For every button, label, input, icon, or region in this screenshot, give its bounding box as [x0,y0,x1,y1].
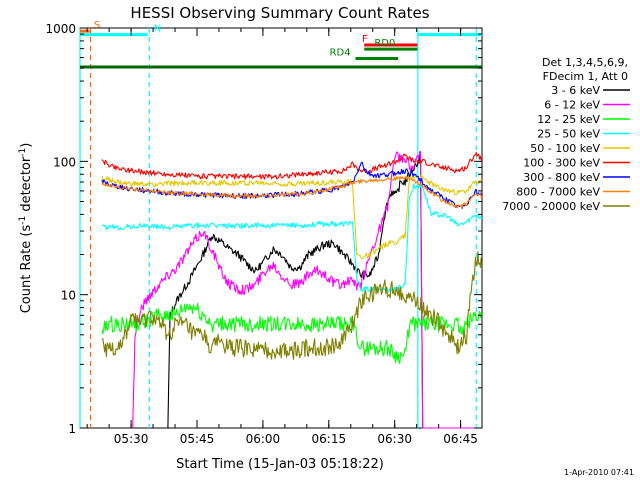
legend-header-line-2: FDecim 1, Att 0 [543,70,628,83]
legend-header-line-1: Det 1,3,4,5,6,9, [542,56,628,69]
x-tick-label-1: 05:45 [180,432,215,446]
legend-label-3: 25 - 50 keV [537,128,600,141]
flag-label-n: N [154,24,161,35]
y-tick-label-1: 10 [61,289,76,303]
y-tick-label-0: 1 [68,422,76,436]
series-line-8 [101,250,483,360]
y-axis-label-sup-1: -1 [18,216,28,225]
state-flags: S N F RD0 RD4 [80,20,482,69]
flag-label-f: F [362,34,368,45]
legend-label-1: 6 - 12 keV [544,99,600,112]
series-line-5 [101,152,483,180]
series-line-3 [101,183,483,293]
legend-label-2: 12 - 25 keV [537,113,600,126]
x-axis-label: Start Time (15-Jan-03 05:18:22) [176,457,384,472]
legend: Det 1,3,4,5,6,9, FDecim 1, Att 0 3 - 6 k… [502,56,630,213]
y-tick-label-3: 1000 [45,22,76,36]
y-axis-label: Count Rate (s-1 detector-1) [18,143,34,314]
legend-label-0: 3 - 6 keV [551,84,600,97]
y-axis-label-part-1: Count Rate (s [19,225,34,314]
series-line-6 [101,161,483,209]
x-tick-label-5: 06:45 [443,432,478,446]
legend-label-6: 300 - 800 keV [523,171,600,184]
series-line-1 [132,150,482,429]
axis-ticks: 05:30 05:45 06:00 06:15 06:30 06:45 1 10 100 1000 [45,22,482,446]
x-tick-label-2: 06:00 [246,432,281,446]
x-tick-label-3: 06:15 [312,432,347,446]
plot-area: S N F RD0 RD4 05:30 05:45 06:00 06:15 06:30 06:45… [45,20,483,446]
y-axis-label-part-3: ) [19,143,34,148]
flag-label-s: S [94,20,100,31]
y-axis-label-sup-2: -1 [18,148,28,157]
chart-title: HESSI Observing Summary Count Rates [130,4,429,22]
y-tick-label-2: 100 [53,155,76,169]
legend-label-7: 800 - 7000 keV [516,186,600,199]
legend-label-5: 100 - 300 keV [523,157,600,170]
footer-timestamp: 1-Apr-2010 07:41 [564,468,634,477]
flag-label-rd0: RD0 [374,38,395,49]
series-line-7 [101,175,483,209]
x-tick-label-4: 06:30 [377,432,412,446]
series-lines [101,150,483,429]
legend-label-4: 50 - 100 keV [530,142,600,155]
y-axis-label-part-2: detector [19,156,34,216]
vertical-markers [79,28,477,428]
legend-label-8: 7000 - 20000 keV [502,200,600,213]
series-line-2 [101,302,483,364]
flag-label-rd4: RD4 [330,48,351,59]
x-tick-label-0: 05:30 [114,432,149,446]
